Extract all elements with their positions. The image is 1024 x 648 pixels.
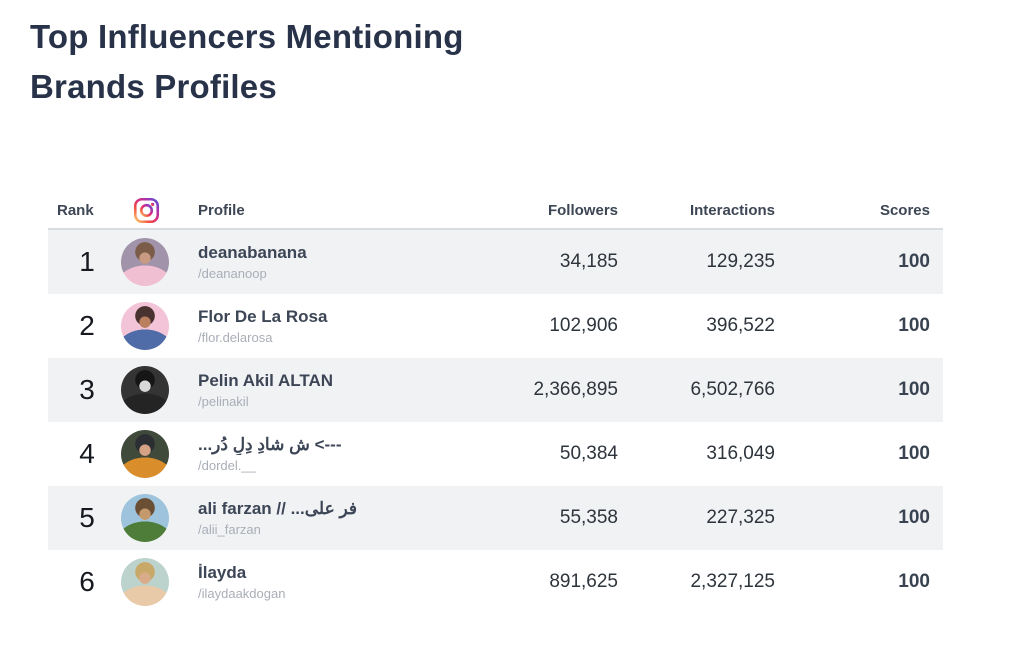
profile-cell: ali farzan // ...على ‎فر /alii_farzan	[198, 499, 478, 537]
table-row: 6 İlayda /ilaydaakdogan 891,625 2,327,12…	[48, 550, 943, 614]
rank-value: 4	[79, 438, 95, 469]
rank-value: 1	[79, 246, 95, 277]
profile-name: Flor De La Rosa	[198, 307, 328, 326]
profile-name: ...دُر ‎دِلِ ‎شادِ ‎ش <---	[198, 435, 342, 454]
profile-name: Pelin Akil ALTAN	[198, 371, 334, 390]
profile-cell: İlayda /ilaydaakdogan	[198, 563, 478, 601]
page-title-line2: Brands Profiles	[30, 68, 277, 105]
influencers-table: Rank P	[48, 192, 943, 614]
scores-value: 100	[898, 315, 930, 336]
page-title: Top Influencers Mentioning Brands Profil…	[30, 12, 464, 112]
followers-value: 2,366,895	[533, 379, 618, 400]
table-row: 5 ali farzan // ...على ‎فر /alii_farzan …	[48, 486, 943, 550]
profile-avatar	[121, 238, 169, 286]
profile-name: ali farzan // ...على ‎فر	[198, 499, 357, 518]
scores-value: 100	[898, 379, 930, 400]
profile-handle: /flor.delarosa	[198, 330, 273, 345]
followers-value: 34,185	[559, 251, 618, 272]
profile-name: deanabanana	[198, 243, 307, 262]
profile-avatar	[121, 302, 169, 350]
page-title-line1: Top Influencers Mentioning	[30, 18, 464, 55]
interactions-value: 396,522	[706, 315, 775, 336]
table-header-row: Rank P	[48, 192, 943, 230]
scores-value: 100	[898, 507, 930, 528]
profile-avatar	[121, 366, 169, 414]
interactions-value: 6,502,766	[690, 379, 775, 400]
interactions-value: 227,325	[706, 507, 775, 528]
profile-handle: /dordel.__	[198, 458, 256, 473]
profile-handle: /ilaydaakdogan	[198, 586, 286, 601]
column-header-profile: Profile	[198, 201, 245, 219]
followers-value: 891,625	[549, 571, 618, 592]
column-header-rank: Rank	[57, 201, 94, 219]
scores-value: 100	[898, 443, 930, 464]
rank-value: 3	[79, 374, 95, 405]
table-row: 3 Pelin Akil ALTAN /pelinakil 2,366,895 …	[48, 358, 943, 422]
rank-value: 6	[79, 566, 95, 597]
column-header-followers: Followers	[547, 201, 618, 219]
profile-cell: Flor De La Rosa /flor.delarosa	[198, 307, 478, 345]
table-row: 2 Flor De La Rosa /flor.delarosa 102,906…	[48, 294, 943, 358]
scores-value: 100	[898, 571, 930, 592]
profile-avatar	[121, 430, 169, 478]
interactions-value: 316,049	[706, 443, 775, 464]
profile-handle: /deananoop	[198, 266, 267, 281]
followers-value: 102,906	[549, 315, 618, 336]
rank-value: 2	[79, 310, 95, 341]
scores-value: 100	[898, 251, 930, 272]
interactions-value: 129,235	[706, 251, 775, 272]
followers-value: 55,358	[559, 507, 618, 528]
interactions-value: 2,327,125	[690, 571, 775, 592]
instagram-icon	[133, 197, 160, 224]
profile-cell: deanabanana /deananoop	[198, 243, 478, 281]
table-row: 1 deanabanana /deananoop 34,185 129,235 …	[48, 230, 943, 294]
profile-avatar	[121, 494, 169, 542]
column-header-scores: Scores	[879, 201, 930, 219]
profile-handle: /pelinakil	[198, 394, 249, 409]
profile-cell: Pelin Akil ALTAN /pelinakil	[198, 371, 478, 409]
column-header-interactions: Interactions	[689, 201, 775, 219]
profile-cell: ...دُر ‎دِلِ ‎شادِ ‎ش <--- /dordel.__	[198, 435, 478, 473]
followers-value: 50,384	[559, 443, 618, 464]
table-row: 4 ...دُر ‎دِلِ ‎شادِ ‎ش <--- /dordel.__ …	[48, 422, 943, 486]
profile-name: İlayda	[198, 563, 247, 582]
profile-handle: /alii_farzan	[198, 522, 261, 537]
rank-value: 5	[79, 502, 95, 533]
profile-avatar	[121, 558, 169, 606]
